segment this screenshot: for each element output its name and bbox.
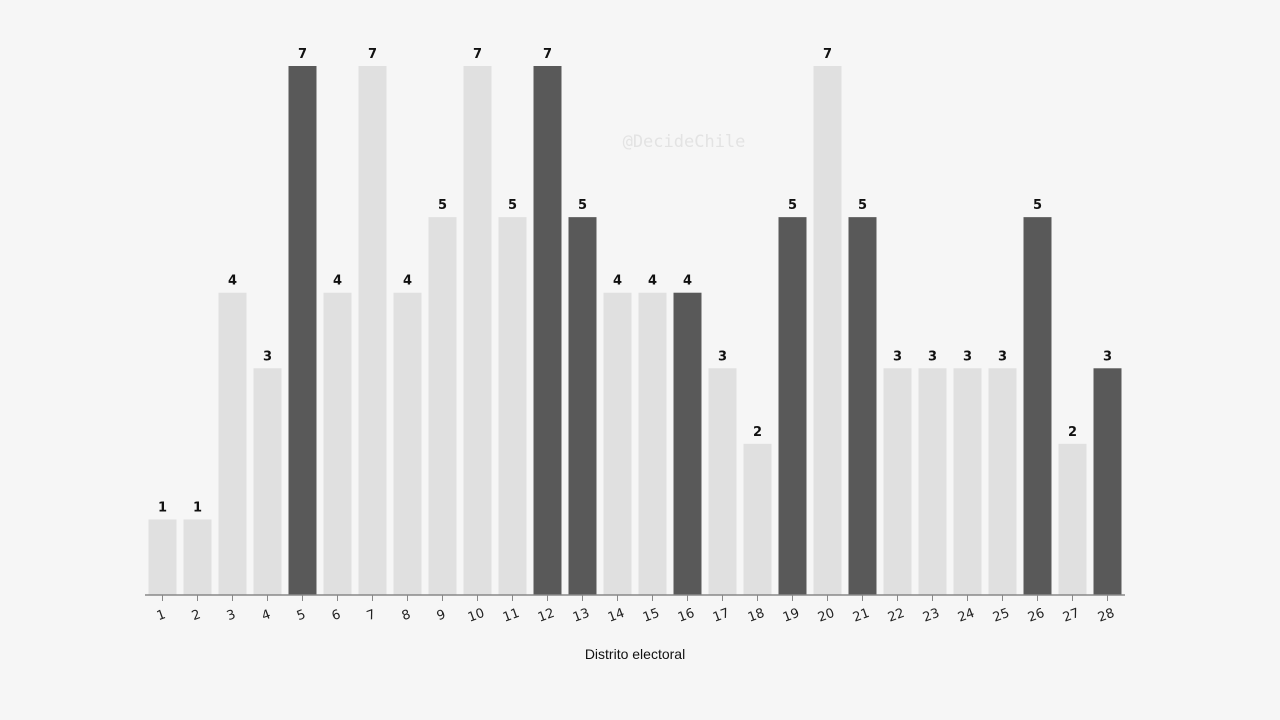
value-label-23: 3 — [928, 349, 937, 364]
x-tick-label-13: 13 — [571, 606, 592, 626]
bar-distrito-3 — [218, 292, 247, 595]
x-tick-label-6: 6 — [330, 607, 343, 624]
value-label-21: 5 — [858, 198, 867, 213]
value-label-18: 2 — [753, 425, 762, 440]
bar-distrito-26 — [1023, 217, 1052, 595]
value-label-15: 4 — [648, 274, 657, 289]
x-tick-label-14: 14 — [606, 606, 627, 626]
value-label-22: 3 — [893, 349, 902, 364]
bar-distrito-23 — [918, 368, 947, 595]
bar-distrito-11 — [498, 217, 527, 595]
value-label-7: 7 — [368, 47, 377, 62]
value-label-25: 3 — [998, 349, 1007, 364]
bar-distrito-18 — [743, 443, 772, 595]
x-tick-label-24: 24 — [956, 606, 977, 626]
bar-distrito-19 — [778, 217, 807, 595]
value-label-12: 7 — [543, 47, 552, 62]
x-tick-label-9: 9 — [435, 607, 448, 624]
value-label-13: 5 — [578, 198, 587, 213]
bar-distrito-27 — [1058, 443, 1087, 595]
x-tick-label-20: 20 — [816, 606, 837, 626]
x-tick-label-7: 7 — [365, 607, 378, 624]
x-tick-label-8: 8 — [400, 607, 413, 624]
bar-distrito-24 — [953, 368, 982, 595]
bar-distrito-21 — [848, 217, 877, 595]
bar-distrito-22 — [883, 368, 912, 595]
x-tick-label-10: 10 — [466, 606, 487, 626]
x-tick-label-4: 4 — [260, 607, 273, 624]
x-tick-label-26: 26 — [1026, 606, 1047, 626]
x-tick-label-11: 11 — [501, 606, 522, 626]
bar-distrito-17 — [708, 368, 737, 595]
bar-distrito-20 — [813, 66, 842, 595]
x-tick-label-16: 16 — [676, 606, 697, 626]
x-tick-label-25: 25 — [991, 606, 1012, 626]
bar-distrito-7 — [358, 66, 387, 595]
value-label-27: 2 — [1068, 425, 1077, 440]
x-tick-label-5: 5 — [295, 607, 308, 624]
x-tick-label-23: 23 — [921, 606, 942, 626]
x-tick-label-1: 1 — [155, 607, 168, 624]
bar-distrito-15 — [638, 292, 667, 595]
x-tick-label-18: 18 — [746, 606, 767, 626]
bars-group — [148, 66, 1122, 595]
x-tick-label-21: 21 — [851, 606, 872, 626]
value-label-19: 5 — [788, 198, 797, 213]
bar-distrito-8 — [393, 292, 422, 595]
x-tick-label-27: 27 — [1061, 606, 1082, 626]
value-label-2: 1 — [193, 500, 202, 515]
watermark: @DecideChile — [623, 132, 746, 152]
bar-distrito-1 — [148, 519, 177, 595]
value-label-16: 4 — [683, 274, 692, 289]
bar-distrito-28 — [1093, 368, 1122, 595]
bar-distrito-5 — [288, 66, 317, 595]
bar-distrito-4 — [253, 368, 282, 595]
x-tick-label-12: 12 — [536, 606, 557, 626]
bar-distrito-25 — [988, 368, 1017, 595]
x-tick-label-15: 15 — [641, 606, 662, 626]
bar-distrito-16 — [673, 292, 702, 595]
value-labels-group: 1 1 4 3 7 4 7 4 5 7 5 7 5 4 4 4 3 2 5 7 5 3 3 3 3 5 2 3 — [158, 47, 1112, 515]
x-axis-title: Distrito electoral — [585, 646, 685, 662]
bar-distrito-2 — [183, 519, 212, 595]
value-label-11: 5 — [508, 198, 517, 213]
bar-distrito-14 — [603, 292, 632, 595]
bar-distrito-6 — [323, 292, 352, 595]
value-label-26: 5 — [1033, 198, 1042, 213]
x-tick-label-22: 22 — [886, 606, 907, 626]
value-label-5: 7 — [298, 47, 307, 62]
value-label-17: 3 — [718, 349, 727, 364]
x-tick-label-3: 3 — [225, 607, 238, 624]
bar-distrito-9 — [428, 217, 457, 595]
value-label-24: 3 — [963, 349, 972, 364]
x-tick-labels-group: 1 2 3 4 5 6 7 8 9 10 11 12 13 14 15 16 17 18 19 20 21 22 23 24 2… — [155, 606, 1117, 626]
value-label-28: 3 — [1103, 349, 1112, 364]
bar-distrito-10 — [463, 66, 492, 595]
value-label-4: 3 — [263, 349, 272, 364]
bar-distrito-12 — [533, 66, 562, 595]
x-tick-label-19: 19 — [781, 606, 802, 626]
value-label-6: 4 — [333, 274, 342, 289]
bar-distrito-13 — [568, 217, 597, 595]
x-tick-label-17: 17 — [711, 606, 732, 626]
x-tick-label-28: 28 — [1096, 606, 1117, 626]
x-ticks-group — [162, 595, 1108, 601]
value-label-8: 4 — [403, 274, 412, 289]
value-label-10: 7 — [473, 47, 482, 62]
x-tick-label-2: 2 — [190, 607, 203, 624]
value-label-3: 4 — [228, 274, 237, 289]
value-label-1: 1 — [158, 500, 167, 515]
value-label-20: 7 — [823, 47, 832, 62]
value-label-9: 5 — [438, 198, 447, 213]
value-label-14: 4 — [613, 274, 622, 289]
